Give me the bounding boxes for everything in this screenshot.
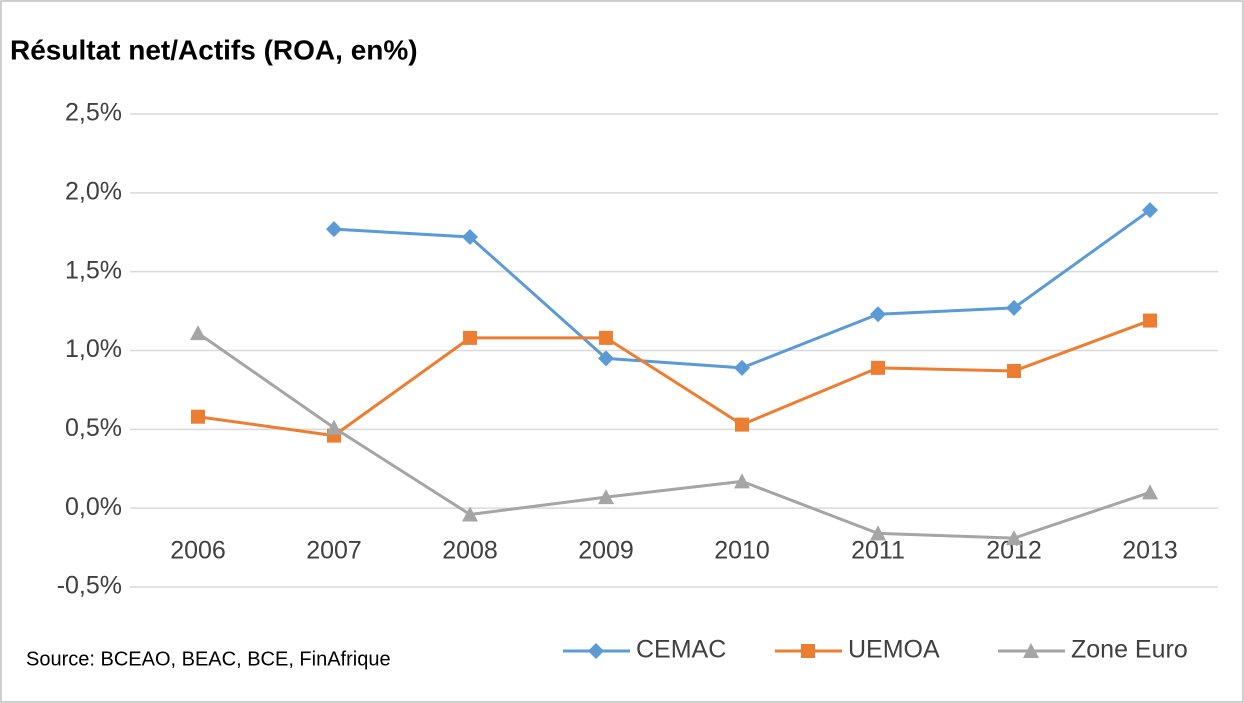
data-point (191, 409, 205, 424)
x-tick-label: 2008 (442, 537, 498, 565)
x-tick-label: 2007 (306, 537, 362, 565)
data-point (871, 360, 885, 375)
data-point (735, 417, 749, 432)
legend-label: Zone Euro (1071, 636, 1188, 664)
series-line (197, 331, 1151, 540)
data-point (598, 489, 614, 505)
legend-marker (588, 643, 604, 659)
data-point (1143, 313, 1157, 328)
x-tick-label: 2013 (1122, 537, 1178, 565)
data-point (462, 506, 478, 522)
data-point (599, 330, 613, 345)
data-point (598, 350, 614, 367)
legend-marker (801, 644, 815, 658)
x-tick-label: 2006 (170, 537, 226, 565)
legend-marker (1023, 643, 1039, 658)
data-point (1142, 202, 1158, 219)
series-line (197, 319, 1151, 438)
x-tick-label: 2009 (578, 537, 634, 565)
legend-label: UEMOA (848, 636, 940, 664)
x-tick-label: 2011 (851, 537, 905, 565)
y-tick-label: -0,5% (57, 572, 122, 600)
data-point (326, 419, 342, 435)
source-note: Source: BCEAO, BEAC, BCE, FinAfrique (26, 648, 391, 670)
data-point (1006, 530, 1022, 546)
data-point (1007, 363, 1021, 378)
y-tick-label: 1,0% (65, 335, 122, 363)
chart-title: Résultat net/Actifs (ROA, en%) (10, 34, 418, 65)
y-tick-label: 1,5% (65, 256, 122, 284)
y-tick-label: 0,0% (65, 493, 122, 521)
data-point (326, 221, 342, 238)
data-point (462, 228, 478, 245)
data-point (870, 306, 886, 323)
y-tick-label: 2,0% (65, 177, 122, 205)
legend-label: CEMAC (636, 636, 726, 664)
x-tick-label: 2010 (714, 537, 770, 565)
data-point (1006, 299, 1022, 316)
data-point (870, 525, 886, 541)
y-tick-label: 2,5% (65, 99, 122, 127)
y-tick-label: 0,5% (65, 414, 122, 442)
data-point (734, 473, 750, 489)
data-point (1142, 484, 1158, 500)
data-point (734, 359, 750, 376)
data-point (190, 325, 206, 341)
data-point (463, 330, 477, 345)
